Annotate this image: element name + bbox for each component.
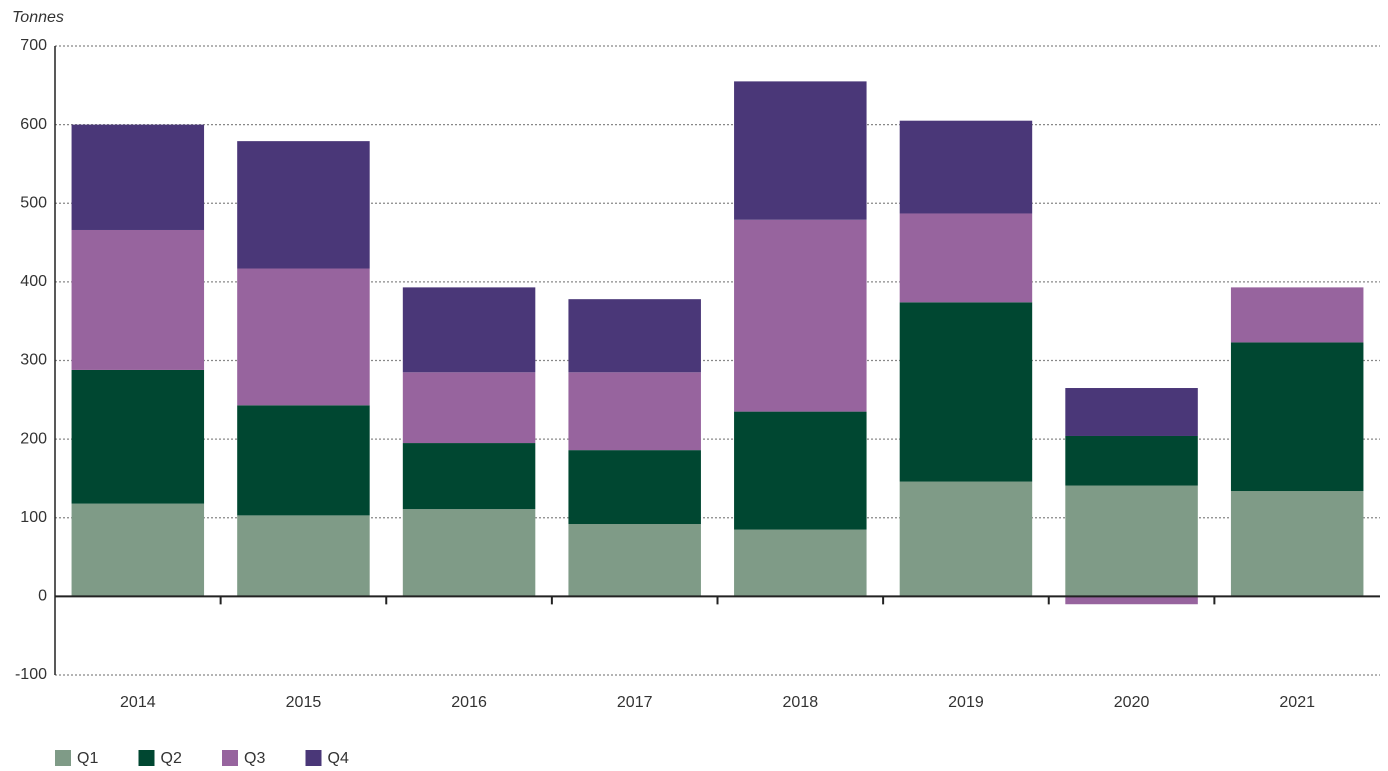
y-axis-label: Tonnes bbox=[12, 9, 64, 26]
x-tick-label: 2014 bbox=[120, 694, 156, 711]
bar-segment bbox=[71, 369, 205, 504]
x-tick-label: 2018 bbox=[783, 694, 819, 711]
legend-swatch bbox=[222, 750, 238, 766]
bar-segment bbox=[1230, 342, 1364, 492]
legend-label: Q1 bbox=[77, 750, 98, 767]
bar-segment bbox=[1065, 388, 1198, 436]
bar-segment bbox=[71, 503, 205, 597]
bar-segment bbox=[899, 481, 1033, 597]
bar-segment bbox=[71, 229, 205, 370]
bar-segment bbox=[402, 287, 536, 373]
y-tick-label: 100 bbox=[20, 509, 47, 526]
legend-label: Q3 bbox=[244, 750, 265, 767]
bar-segment bbox=[1065, 485, 1198, 597]
bar-segment bbox=[734, 219, 867, 412]
bar-segment bbox=[899, 120, 1033, 214]
bar-segment bbox=[734, 529, 867, 597]
bar-segment bbox=[899, 302, 1033, 482]
bar-segment bbox=[237, 515, 370, 597]
bar-segment bbox=[402, 372, 536, 444]
legend-label: Q4 bbox=[328, 750, 349, 767]
bar-segment bbox=[568, 372, 701, 451]
bar-segment bbox=[402, 443, 536, 510]
x-tick-label: 2019 bbox=[948, 694, 984, 711]
bar-segment bbox=[237, 405, 370, 516]
bar-segment bbox=[237, 141, 370, 269]
bar-segment bbox=[899, 213, 1033, 303]
x-tick-label: 2020 bbox=[1114, 694, 1150, 711]
legend-swatch bbox=[138, 750, 155, 766]
bar-segment bbox=[568, 524, 701, 597]
x-tick-label: 2017 bbox=[617, 694, 653, 711]
bar-segment bbox=[734, 81, 867, 220]
y-tick-label: 700 bbox=[20, 37, 47, 54]
bar-segment bbox=[1230, 287, 1364, 343]
x-tick-label: 2015 bbox=[286, 694, 322, 711]
x-tick-label: 2021 bbox=[1279, 694, 1315, 711]
x-tick-label: 2016 bbox=[451, 694, 487, 711]
y-tick-label: 600 bbox=[20, 116, 47, 133]
y-tick-label: 500 bbox=[20, 194, 47, 211]
bar-segment bbox=[237, 268, 370, 406]
y-tick-label: 200 bbox=[20, 430, 47, 447]
bar-segment bbox=[1230, 491, 1364, 597]
y-tick-label: 400 bbox=[20, 273, 47, 290]
bar-segment bbox=[402, 509, 536, 597]
bar-segment bbox=[1065, 435, 1198, 486]
y-tick-label: 0 bbox=[38, 588, 47, 605]
bar-segment bbox=[1065, 596, 1198, 605]
bar-segment bbox=[71, 124, 205, 230]
bar-segment bbox=[568, 450, 701, 525]
legend-swatch bbox=[305, 750, 322, 766]
bar-segment bbox=[568, 299, 701, 373]
legend-swatch bbox=[55, 750, 71, 766]
y-tick-label: -100 bbox=[15, 666, 47, 683]
legend-label: Q2 bbox=[161, 750, 182, 767]
y-tick-label: 300 bbox=[20, 352, 47, 369]
bar-segment bbox=[734, 411, 867, 530]
